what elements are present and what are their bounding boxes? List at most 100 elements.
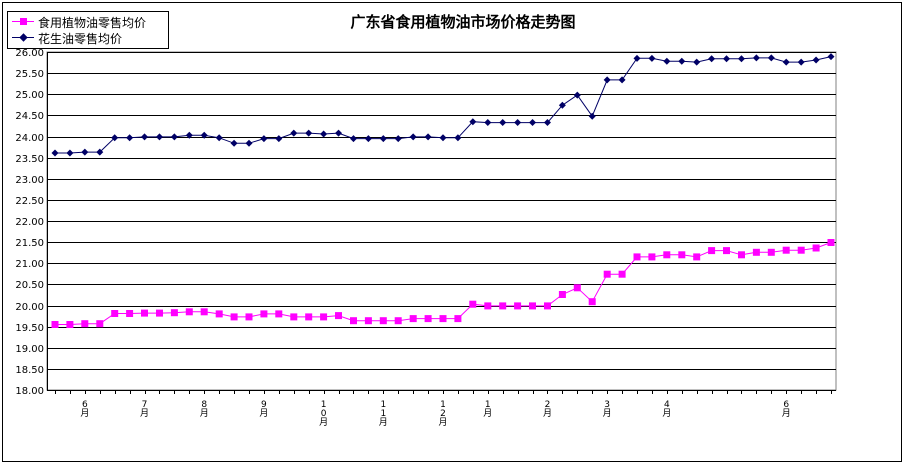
y-tick-label: 18.00 [15, 386, 44, 397]
data-point-peanut-oil [484, 119, 492, 127]
data-point-edible-oil [364, 317, 372, 325]
data-point-peanut-oil [797, 58, 805, 66]
x-tick-label-char: 月 [543, 408, 552, 419]
data-point-peanut-oil [349, 135, 357, 143]
x-tick-label-char: 7 [142, 400, 148, 410]
x-tick-label-char: 月 [438, 417, 447, 428]
data-point-edible-oil [96, 320, 104, 328]
x-tick-label-char: 月 [483, 408, 492, 419]
chart-title: 广东省食用植物油市场价格走势图 [350, 13, 576, 31]
data-point-peanut-oil [275, 135, 283, 143]
y-tick-label: 18.50 [15, 365, 44, 376]
data-point-edible-oil [693, 253, 701, 261]
data-point-edible-oil [290, 313, 298, 321]
x-tick-label: 4月 [662, 400, 671, 419]
x-tick-label: 7月 [140, 400, 149, 419]
x-tick-label-char: 3 [604, 400, 610, 410]
chart-frame: 18.00 18.50 19.00 19.50 20.00 20.50 21.00 21.50… [2, 2, 902, 462]
data-point-edible-oil [499, 302, 507, 310]
data-point-edible-oil [588, 298, 596, 306]
data-point-edible-oil [379, 317, 387, 325]
data-point-peanut-oil [558, 101, 566, 109]
x-tick-label-char: 月 [140, 408, 149, 419]
x-tick-label: 6月 [782, 400, 791, 419]
data-point-edible-oil [245, 313, 253, 321]
data-point-edible-oil [260, 310, 268, 318]
data-point-peanut-oil [200, 131, 208, 139]
data-point-edible-oil [767, 248, 775, 256]
data-point-peanut-oil [767, 54, 775, 62]
data-point-peanut-oil [514, 119, 522, 127]
data-point-peanut-oil [320, 130, 328, 138]
data-point-edible-oil [469, 300, 477, 308]
x-tick-label-char: 1 [440, 400, 446, 410]
y-tick-label: 19.50 [15, 323, 44, 334]
data-point-edible-oil [81, 320, 89, 328]
data-point-peanut-oil [424, 133, 432, 141]
x-tick-label-char: 月 [662, 408, 671, 419]
x-tick-label-char: 2 [545, 400, 551, 410]
data-point-edible-oil [529, 302, 536, 310]
data-point-peanut-oil [126, 134, 134, 142]
data-point-peanut-oil [111, 134, 119, 142]
x-tick-label-char: 1 [380, 409, 386, 419]
data-point-edible-oil [141, 309, 148, 317]
data-point-edible-oil [215, 310, 223, 318]
data-point-peanut-oil [141, 133, 149, 141]
data-point-edible-oil [275, 310, 283, 318]
data-point-edible-oil [648, 253, 656, 261]
x-tick-label-char: 1 [321, 400, 327, 410]
data-point-edible-oil [738, 251, 745, 259]
x-tick-label-char: 月 [379, 417, 388, 428]
x-tick-label-char: 9 [261, 400, 267, 410]
data-point-peanut-oil [364, 135, 372, 143]
data-point-edible-oil [752, 248, 760, 256]
data-point-peanut-oil [260, 135, 268, 143]
x-tick-label-char: 月 [80, 408, 89, 419]
data-point-edible-oil [424, 315, 432, 323]
x-tick-label-char: 8 [201, 400, 207, 410]
data-point-peanut-oil [51, 149, 59, 157]
y-tick-label: 26.00 [15, 48, 44, 59]
y-tick-label: 20.00 [15, 302, 44, 313]
data-point-peanut-oil [827, 53, 835, 61]
data-point-peanut-oil [155, 133, 163, 141]
data-point-edible-oil [66, 321, 74, 328]
data-point-peanut-oil [230, 139, 238, 147]
data-point-peanut-oil [752, 54, 760, 62]
x-tick-label: 10月 [319, 400, 328, 428]
y-tick-label: 21.50 [15, 238, 44, 249]
data-point-edible-oil [394, 317, 402, 325]
data-point-edible-oil [335, 312, 342, 320]
data-point-edible-oil [320, 313, 328, 321]
data-point-edible-oil [484, 302, 492, 310]
data-point-peanut-oil [215, 134, 223, 142]
line-chart: 18.00 18.50 19.00 19.50 20.00 20.50 21.00 21.50… [15, 48, 837, 428]
data-point-peanut-oil [185, 131, 193, 139]
legend-item-peanut-oil: 花生油零售均价 [12, 30, 122, 46]
data-point-peanut-oil [469, 118, 477, 126]
x-tick-label-char: 4 [664, 400, 670, 410]
data-point-edible-oil [305, 313, 313, 321]
data-point-peanut-oil [439, 134, 447, 142]
y-tick-label: 22.50 [15, 196, 44, 207]
data-point-edible-oil [170, 309, 178, 317]
x-tick-label-char: 1 [485, 400, 491, 410]
data-point-peanut-oil [633, 54, 641, 62]
data-point-edible-oil [663, 251, 671, 259]
data-point-edible-oil [200, 308, 208, 316]
data-point-peanut-oil [663, 57, 671, 65]
x-tick-label: 8月 [200, 400, 209, 419]
x-tick-label-char: 2 [440, 409, 446, 419]
data-point-edible-oil [708, 247, 716, 255]
data-point-edible-oil [573, 284, 581, 292]
x-tick-label: 3月 [603, 400, 612, 419]
data-point-edible-oil [439, 315, 447, 323]
data-point-peanut-oil [305, 129, 313, 137]
y-tick-label: 19.00 [15, 344, 44, 355]
data-point-edible-oil [409, 315, 417, 323]
x-tick-label: 1月 [483, 400, 492, 419]
data-point-peanut-oil [648, 54, 656, 62]
y-tick-label: 23.50 [15, 154, 44, 165]
y-tick-label: 24.00 [15, 133, 44, 144]
